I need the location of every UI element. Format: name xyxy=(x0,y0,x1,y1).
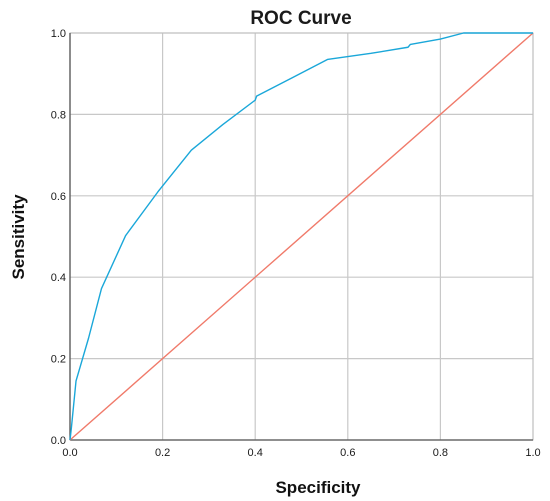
y-tick-label: 0.8 xyxy=(51,109,66,121)
y-axis-label: Sensitivity xyxy=(9,194,28,280)
x-tick-label: 0.6 xyxy=(340,447,355,459)
y-tick-label: 1.0 xyxy=(51,28,66,40)
y-tick-label: 0.6 xyxy=(51,191,66,203)
roc-curve-line xyxy=(69,32,533,441)
x-tick-label: 0.8 xyxy=(433,447,448,459)
x-tick-label: 1.0 xyxy=(525,447,540,459)
series xyxy=(69,32,534,441)
chart-title: ROC Curve xyxy=(250,8,351,29)
x-tick-label: 0.0 xyxy=(62,447,77,459)
x-tick-label: 0.4 xyxy=(248,447,263,459)
reference-diagonal-line xyxy=(69,32,534,441)
y-tick-label: 0.4 xyxy=(51,272,66,284)
y-tick-label: 0.2 xyxy=(51,354,66,366)
tick-labels: 0.0 0.2 0.4 0.6 0.8 1.0 0.0 0.2 0.4 0.6 0.8 1.0 xyxy=(51,28,541,459)
x-axis-label: Specificity xyxy=(275,478,361,497)
y-tick-label: 0.0 xyxy=(51,435,66,447)
x-tick-label: 0.2 xyxy=(155,447,170,459)
axes xyxy=(69,33,533,441)
